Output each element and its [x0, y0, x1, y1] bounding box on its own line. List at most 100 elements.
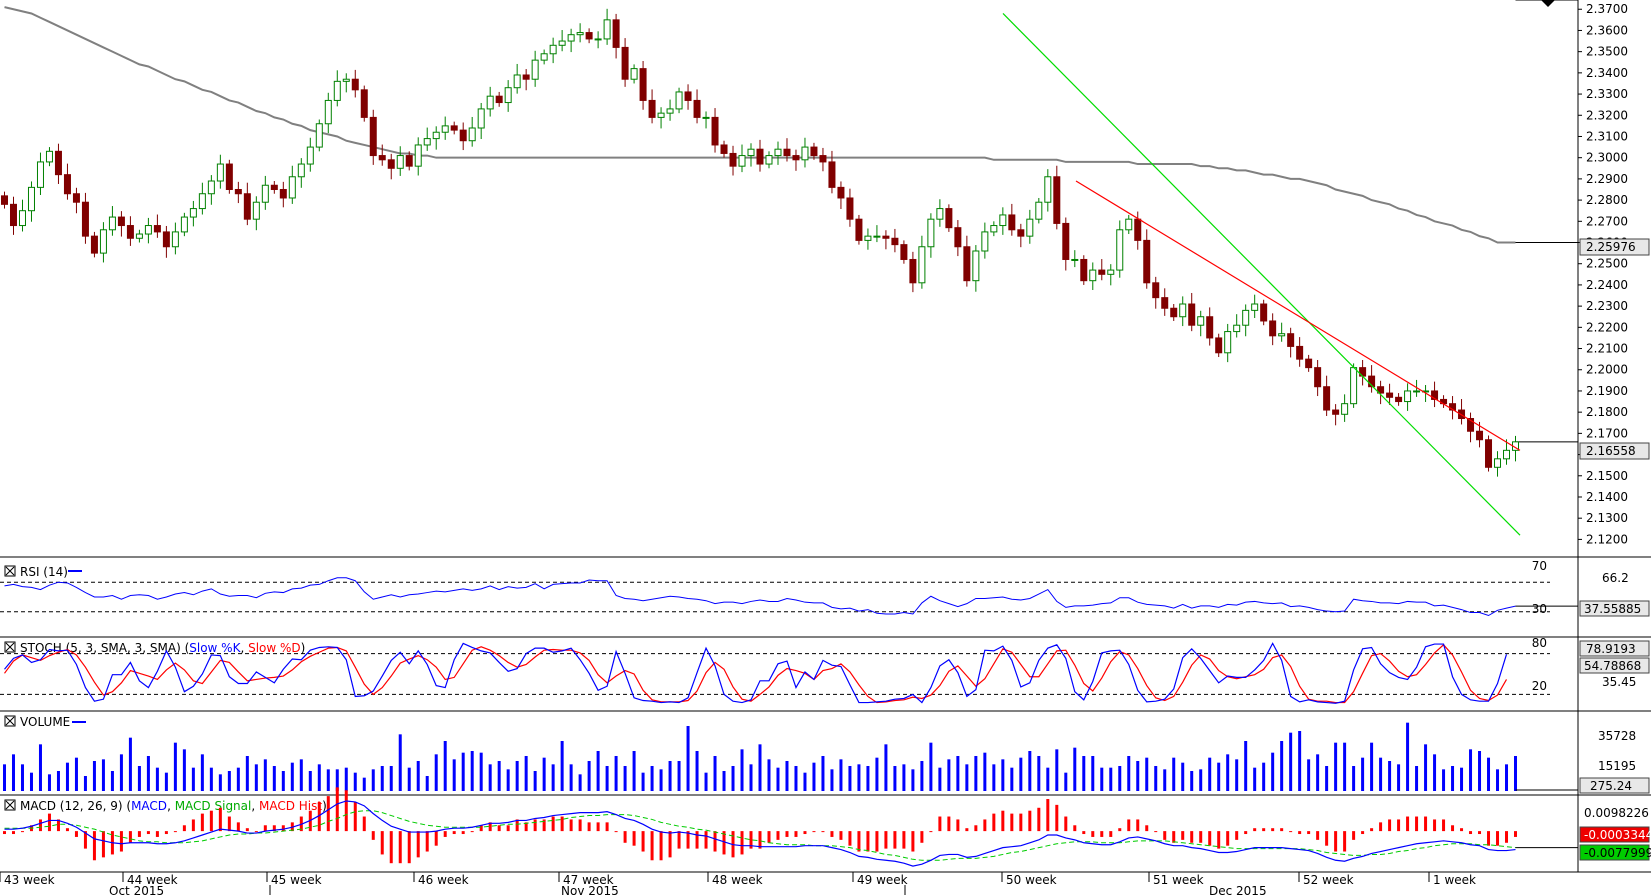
- month-label: Oct 2015: [109, 884, 164, 895]
- candle: [684, 84, 692, 110]
- volume-bar: [245, 756, 249, 791]
- rsi-pane: RSI (14) 70 30 66.2 37.55885: [4, 559, 1650, 617]
- candle: [774, 141, 782, 165]
- stoch-d-line: [4, 643, 1508, 704]
- current-price-value: 2.16558: [1586, 444, 1636, 458]
- candle-body: [351, 78, 359, 91]
- candle: [477, 102, 485, 140]
- volume-bar: [1334, 742, 1338, 791]
- candle-body: [1296, 345, 1304, 360]
- volume-bar: [1433, 754, 1437, 791]
- volume-bar: [1343, 742, 1347, 791]
- macd-signal-value: -0.0077999: [1584, 846, 1651, 860]
- candle-body: [594, 38, 602, 41]
- volume-bar: [1109, 767, 1113, 791]
- volume-bar: [1073, 747, 1077, 791]
- candle: [657, 107, 665, 129]
- volume-bar: [218, 774, 222, 791]
- price-tick-label: 2.1200: [1586, 532, 1628, 546]
- volume-bar: [20, 764, 24, 791]
- macd-hist-bar: [1289, 831, 1293, 833]
- stoch-k-value: 78.9193: [1586, 642, 1636, 656]
- macd-hist-bar: [236, 822, 240, 832]
- candle: [1179, 296, 1187, 327]
- week-label: 48 week: [712, 873, 763, 887]
- macd-hist-bar: [1415, 816, 1419, 832]
- candle: [702, 111, 710, 129]
- volume-bar: [641, 772, 645, 791]
- rsi-level-high: 70: [1532, 559, 1547, 573]
- macd-hist-bar: [1010, 813, 1014, 832]
- candle-body: [153, 225, 161, 233]
- candle: [693, 89, 701, 124]
- candle: [1008, 203, 1016, 236]
- volume-bar: [1181, 762, 1185, 791]
- macd-hist-bar: [1055, 804, 1059, 832]
- macd-hist-bar: [830, 831, 834, 837]
- candle-body: [585, 32, 593, 40]
- candle: [594, 31, 602, 49]
- candle-body: [666, 108, 674, 114]
- volume-bar: [470, 751, 474, 791]
- candle-body: [981, 231, 989, 252]
- macd-hist-bar: [758, 831, 762, 849]
- macd-hist-bar: [920, 831, 924, 843]
- candle-body: [711, 116, 719, 146]
- price-tick-label: 2.3500: [1586, 45, 1628, 59]
- macd-hist-bar: [650, 831, 654, 861]
- time-axis: 43 week 44 week 45 week 46 week 47 week 48 we…: [0, 872, 1476, 895]
- volume-bar: [236, 767, 240, 791]
- macd-line: [4, 800, 1516, 867]
- volume-bar: [434, 754, 438, 791]
- candle-body: [288, 176, 296, 199]
- candle: [261, 175, 269, 210]
- month-label: Dec 2015: [1209, 884, 1267, 895]
- candle: [837, 181, 845, 210]
- candle-body: [1260, 303, 1268, 322]
- candle: [81, 192, 89, 244]
- candle: [1062, 217, 1070, 271]
- candle-body: [1017, 229, 1025, 237]
- volume-bar: [1280, 741, 1284, 791]
- volume-bar: [1235, 759, 1239, 791]
- macd-signal-box: [1579, 844, 1650, 861]
- macd-hist-bar: [641, 831, 645, 852]
- volume-bar: [911, 769, 915, 791]
- price-tick-label: 2.1500: [1586, 469, 1628, 483]
- upper-channel-line: [1075, 180, 1521, 451]
- macd-hist-bar: [677, 831, 681, 849]
- candle-body: [333, 80, 341, 101]
- candle-body: [1413, 390, 1421, 393]
- candle: [1206, 307, 1214, 346]
- macd-hist-box: [1579, 826, 1650, 843]
- volume-bar: [1415, 766, 1419, 791]
- candle: [927, 213, 935, 258]
- candle-body: [1314, 367, 1322, 388]
- macd-hist-bar: [668, 831, 672, 858]
- macd-hist-bar: [1280, 828, 1284, 832]
- macd-hist-bar: [371, 831, 375, 840]
- macd-hist-bar: [263, 825, 267, 832]
- candle: [846, 188, 854, 227]
- macd-hist-bar: [893, 831, 897, 849]
- volume-bar: [407, 767, 411, 791]
- volume-bar: [2, 764, 6, 791]
- candle: [639, 60, 647, 110]
- macd-hist-bar: [1406, 816, 1410, 832]
- candle-body: [324, 99, 332, 125]
- candle-body: [1143, 239, 1151, 284]
- volume-bar: [623, 766, 627, 791]
- volume-bar: [1190, 771, 1194, 791]
- candle-body: [225, 163, 233, 190]
- macd-hist-bar: [785, 831, 789, 837]
- volume-bar: [398, 734, 402, 791]
- scroll-marker-icon[interactable]: [1541, 0, 1555, 7]
- candle-body: [1224, 331, 1232, 354]
- candle: [207, 175, 215, 205]
- candle-body: [1170, 307, 1178, 318]
- macd-hist-bar: [164, 831, 168, 835]
- macd-hist-bar: [947, 816, 951, 832]
- macd-hist-bar: [812, 831, 816, 833]
- candle-body: [1206, 316, 1214, 339]
- volume-bar: [281, 771, 285, 791]
